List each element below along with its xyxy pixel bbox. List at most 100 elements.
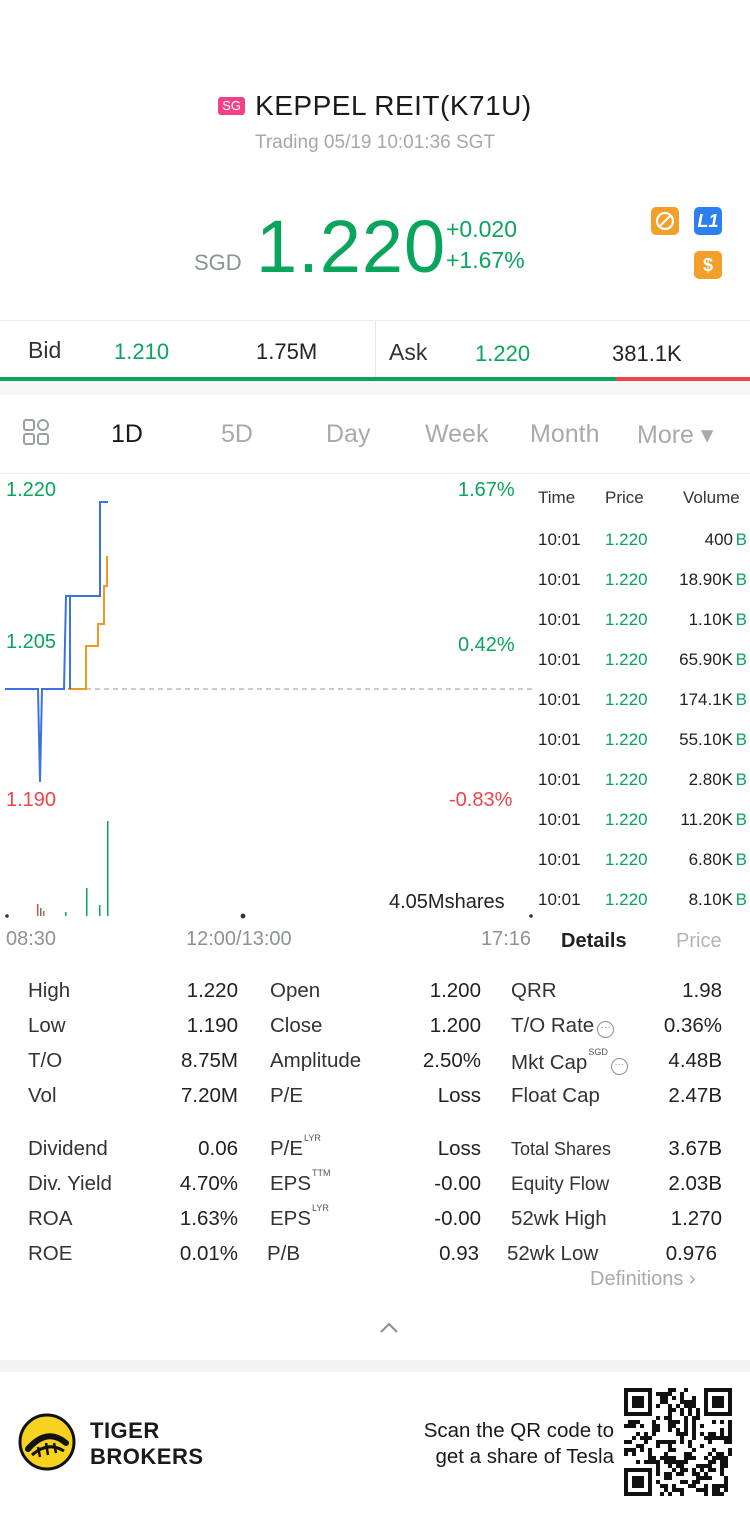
trade-row: 10:01 1.220 2.80K B: [535, 770, 750, 810]
volume-bars: [37, 821, 109, 916]
trade-row: 10:01 1.220 8.10K B: [535, 890, 750, 930]
stat-mkt-cap-value: 4.48B: [668, 1049, 722, 1072]
to-rate-info-icon[interactable]: ···: [597, 1021, 615, 1038]
stat-total-shares-value: 3.67B: [668, 1137, 722, 1160]
trade-price: 1.220: [605, 570, 648, 589]
stat-open-value: 1.200: [429, 979, 481, 1002]
mkt-cap-info-icon[interactable]: ···: [610, 1058, 628, 1075]
qr-code-icon: [624, 1388, 732, 1496]
trade-row: 10:01 1.220 400 B: [535, 530, 750, 570]
stat-mkt-cap-label[interactable]: Mkt CapSGD···: [511, 1047, 628, 1075]
trade-price: 1.220: [605, 530, 648, 549]
trade-time: 10:01: [538, 850, 581, 869]
trade-row: 10:01 1.220 55.10K B: [535, 730, 750, 770]
tab-details[interactable]: Details: [561, 930, 627, 952]
tiger-brokers-logo-icon: [18, 1413, 76, 1471]
axis-dot: [5, 914, 9, 918]
stat-52wk-high-label: 52wk High: [511, 1207, 607, 1230]
ask-ratio-bar: [615, 377, 750, 381]
trade-price: 1.220: [605, 890, 648, 909]
stat-to-label: T/O: [28, 1049, 63, 1072]
trade-side: B: [735, 650, 747, 669]
currency-label: SGD: [194, 250, 242, 275]
bid-ask-divider: [375, 321, 376, 379]
axis-dot: [240, 913, 246, 919]
trade-price: 1.220: [605, 650, 648, 669]
change-absolute: +0.020: [446, 216, 517, 242]
bid-ratio-bar: [0, 377, 616, 381]
stat-pe-lyr-text: P/E: [270, 1137, 304, 1160]
volume-bar: [99, 905, 101, 916]
chart-type-grid-icon[interactable]: [22, 418, 50, 446]
trade-time: 10:01: [538, 650, 581, 669]
trade-volume: 400: [704, 530, 733, 549]
pct-label-mid: 0.42%: [458, 634, 515, 656]
trade-time: 10:01: [538, 730, 581, 749]
level1-icon[interactable]: L1: [694, 207, 722, 235]
tab-month[interactable]: Month: [530, 420, 600, 448]
trade-price: 1.220: [605, 850, 648, 869]
brand-name-line1: TIGER: [90, 1418, 160, 1443]
stat-eps-ttm-text: EPS: [270, 1172, 312, 1195]
tab-price[interactable]: Price: [676, 930, 722, 952]
bid-ask-panel[interactable]: Bid 1.210 1.75M Ask 1.220 381.1K: [0, 320, 750, 382]
trades-header-volume: Volume: [683, 488, 740, 507]
trade-volume: 6.80K: [688, 850, 733, 869]
scan-text-line2: get a share of Tesla: [435, 1445, 614, 1468]
y-label-high: 1.220: [6, 479, 57, 501]
stat-eps-lyr-sup: LYR: [312, 1203, 329, 1213]
stat-roe-value: 0.01%: [179, 1242, 238, 1265]
x-label-end: 17:16: [481, 928, 532, 950]
dollar-icon[interactable]: $: [694, 251, 722, 279]
x-label-mid: 12:00/13:00: [186, 928, 292, 950]
y-label-low: 1.190: [6, 789, 57, 811]
tab-week[interactable]: Week: [425, 420, 489, 448]
stat-52wk-low-label: 52wk Low: [507, 1242, 599, 1265]
stat-pb-value: 0.93: [439, 1242, 479, 1265]
stat-qrr-value: 1.98: [682, 979, 722, 1002]
stat-eps-lyr-text: EPS: [270, 1207, 312, 1230]
stat-to-rate-label[interactable]: T/O Rate ···: [511, 1014, 615, 1038]
collapse-chevron-up-icon[interactable]: [378, 1320, 400, 1336]
trade-time: 10:01: [538, 810, 581, 829]
trade-side: B: [735, 730, 747, 749]
definitions-link[interactable]: Definitions ›: [590, 1268, 696, 1290]
stat-52wk-high-value: 1.270: [670, 1207, 722, 1230]
tab-day[interactable]: Day: [326, 420, 371, 448]
volume-bar: [43, 911, 45, 916]
stat-div-yield-value: 4.70%: [179, 1172, 238, 1195]
stat-mkt-cap-sup: SGD: [588, 1047, 608, 1057]
stat-roa-label: ROA: [28, 1207, 73, 1230]
trade-side: B: [735, 530, 747, 549]
stat-eps-ttm-value: -0.00: [434, 1172, 481, 1195]
pct-label-low: -0.83%: [449, 789, 513, 811]
section-gap: [0, 381, 750, 395]
stat-eps-ttm-sup: TTM: [312, 1168, 331, 1178]
pct-label-high: 1.67%: [458, 479, 515, 501]
stat-to-rate-text: T/O Rate: [511, 1014, 595, 1037]
x-label-start: 08:30: [6, 928, 57, 950]
trade-time: 10:01: [538, 690, 581, 709]
intraday-chart[interactable]: 1.220 1.205 1.190 1.67% 0.42% -0.83% 4.0…: [0, 474, 535, 950]
trade-volume: 8.10K: [688, 890, 733, 909]
bid-price: 1.210: [114, 339, 170, 364]
stat-to-rate-value: 0.36%: [663, 1014, 722, 1037]
stat-pe-lyr-label: P/ELYR: [270, 1133, 321, 1161]
stat-eps-lyr-value: -0.00: [434, 1207, 481, 1230]
stat-mkt-cap-text: Mkt Cap: [511, 1051, 588, 1074]
stat-dividend-value: 0.06: [198, 1137, 238, 1160]
tab-5d[interactable]: 5D: [221, 420, 253, 448]
stat-low-value: 1.190: [186, 1014, 238, 1037]
trade-side: B: [735, 770, 747, 789]
y-label-mid: 1.205: [6, 631, 57, 653]
tab-1d[interactable]: 1D: [111, 420, 143, 448]
stat-vol-value: 7.20M: [181, 1084, 238, 1107]
stat-52wk-low-value: 0.976: [665, 1242, 717, 1265]
intraday-chart-svg: [5, 501, 535, 919]
stat-dividend-label: Dividend: [28, 1137, 108, 1160]
stat-close-value: 1.200: [429, 1014, 481, 1037]
no-short-icon[interactable]: [651, 207, 679, 235]
tab-more[interactable]: More ▾: [637, 421, 714, 449]
trade-volume: 65.90K: [679, 650, 733, 669]
stat-roa-value: 1.63%: [179, 1207, 238, 1230]
